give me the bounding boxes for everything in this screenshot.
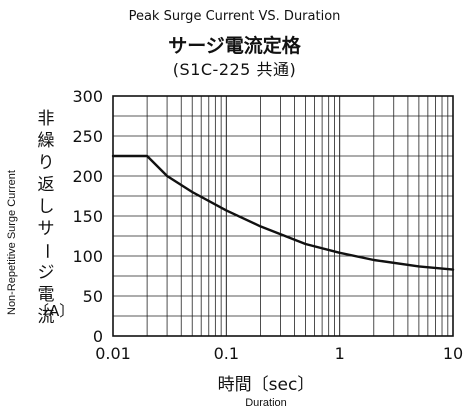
y-tick-label: 50 [83, 287, 103, 306]
plot-frame [112, 95, 454, 337]
y-tick-label: 100 [72, 247, 103, 266]
x-tick-labels: 0.01 0.1 1 10 [95, 344, 463, 363]
y-axis-label-jp: 非繰り返しサージ電流 [34, 108, 58, 328]
grid [112, 95, 453, 337]
x-axis-label-en: Duration [245, 397, 287, 409]
y-tick-label: 0 [93, 327, 103, 346]
y-axis-label-jp-char: 電 [37, 285, 55, 305]
chart-subtitle: (S1C-225 共通) [172, 60, 297, 79]
chart-title-jp: サージ電流定格 [168, 35, 301, 57]
series-group [111, 154, 455, 271]
x-tick-label: 1 [335, 344, 345, 363]
y-axis-label-jp-char: 繰 [37, 131, 55, 151]
x-axis-label-jp: 時間〔sec〕 [217, 375, 315, 395]
y-axis-label-jp-char: 返 [37, 175, 55, 195]
y-tick-label: 150 [72, 207, 103, 226]
plot-border [112, 95, 454, 337]
y-axis-label-jp-char: し [37, 197, 55, 217]
y-axis-label-jp-char: サ [37, 219, 55, 239]
y-axis-label-jp-char: 非 [37, 109, 55, 129]
y-axis-label-jp-char: ジ [37, 263, 55, 283]
y-tick-label: 250 [72, 127, 103, 146]
y-tick-labels: 0 50 100 150 200 250 300 [72, 87, 103, 346]
chart-title-en: Peak Surge Current VS. Duration [128, 9, 341, 24]
y-tick-label: 200 [72, 167, 103, 186]
y-axis-label-jp-char: 流 [37, 307, 55, 327]
y-tick-label: 300 [72, 87, 103, 106]
x-tick-label: 0.1 [214, 344, 239, 363]
x-tick-label: 10 [443, 344, 463, 363]
surge-current-curve [111, 154, 455, 271]
x-tick-label: 0.01 [95, 344, 131, 363]
y-axis-label-jp-char: り [37, 153, 55, 173]
